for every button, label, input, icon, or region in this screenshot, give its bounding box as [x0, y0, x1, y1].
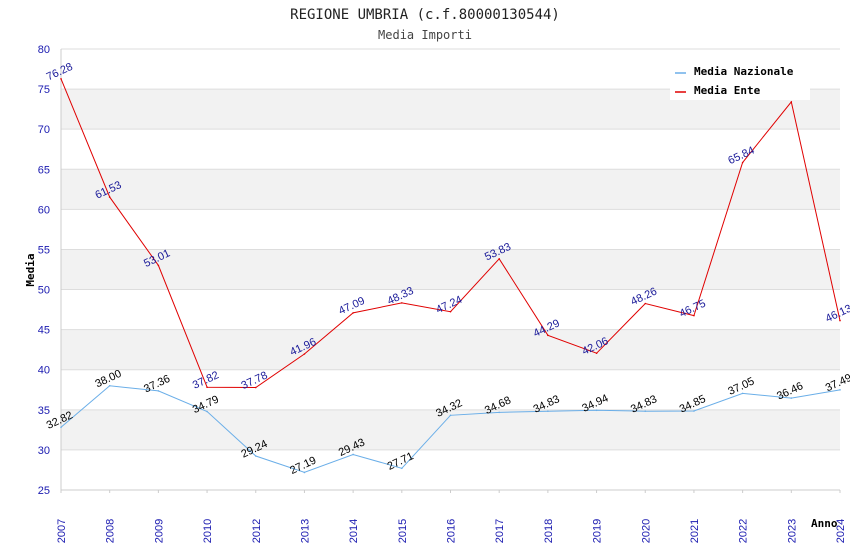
grid-band: [61, 169, 840, 210]
axes: [60, 49, 841, 493]
x-tick-label: 2023: [786, 519, 798, 543]
legend-label-media-ente: Media Ente: [694, 84, 761, 97]
data-point-media-ente: [60, 78, 62, 80]
data-point-media-nazionale: [401, 467, 403, 470]
data-point-media-ente: [254, 386, 257, 389]
data-point-media-ente: [595, 352, 598, 355]
legend: Media Nazionale Media Ente: [670, 60, 810, 100]
x-tick-label: 2024: [835, 519, 847, 543]
data-point-media-ente: [693, 314, 695, 317]
chart-title: REGIONE UMBRIA (c.f.80000130544): [290, 7, 560, 23]
data-point-media-nazionale: [352, 453, 354, 456]
data-point-media-ente: [741, 161, 744, 164]
y-tick-label: 30: [38, 445, 50, 457]
y-tick-label: 70: [38, 124, 50, 136]
data-point-media-ente: [352, 312, 354, 314]
x-tick-label: 2009: [153, 519, 165, 543]
x-tick-label: 2007: [56, 519, 68, 543]
data-point-media-nazionale: [790, 397, 793, 399]
x-tick-label: 2015: [397, 519, 409, 543]
x-tick-label: 2017: [494, 519, 506, 543]
tick-labels: 25 30 35 40 45 50 55 60 65 70 75 80 2007 2008 2009 2010…: [38, 44, 847, 543]
data-point-media-ente: [401, 302, 403, 304]
data-point-media-ente: [644, 302, 647, 305]
data-point-media-nazionale: [547, 410, 549, 412]
data-point-media-ente: [157, 264, 160, 267]
x-tick-label: 2010: [202, 519, 214, 543]
y-tick-label: 60: [38, 204, 50, 216]
data-point-media-nazionale: [60, 426, 62, 429]
y-tick-label: 55: [38, 244, 50, 256]
grid-band: [61, 289, 840, 330]
x-tick-label: 2021: [689, 519, 701, 543]
grid-band: [61, 249, 840, 290]
legend-label-media-nazionale: Media Nazionale: [694, 65, 794, 78]
data-point-media-ente: [547, 334, 549, 337]
series-layer: [60, 78, 841, 474]
grid-band: [61, 209, 840, 250]
x-axis-title: Anno: [811, 517, 838, 530]
data-point-media-ente: [108, 196, 111, 198]
x-tick-label: 2019: [592, 519, 604, 543]
grid-band: [61, 369, 840, 410]
data-point-media-nazionale: [839, 389, 841, 391]
x-tick-label: 2012: [251, 519, 263, 543]
grid-band: [61, 449, 840, 490]
y-tick-label: 25: [38, 485, 50, 497]
y-tick-label: 80: [38, 44, 50, 56]
y-tick-label: 35: [38, 405, 50, 417]
data-point-media-nazionale: [693, 410, 695, 412]
data-point-media-nazionale: [449, 414, 452, 417]
chart-subtitle: Media Importi: [378, 28, 472, 42]
data-point-media-nazionale: [157, 390, 160, 392]
y-axis-title: Media: [24, 253, 37, 286]
x-tick-label: 2008: [105, 519, 117, 543]
data-point-media-nazionale: [498, 411, 500, 414]
grid-band: [61, 409, 840, 450]
data-point-media-nazionale: [206, 410, 208, 413]
data-point-media-ente: [449, 310, 452, 313]
data-point-media-ente: [206, 386, 208, 389]
x-tick-label: 2016: [446, 519, 458, 543]
y-tick-label: 75: [38, 84, 50, 96]
grid-band: [61, 329, 840, 370]
data-point-media-nazionale: [741, 392, 744, 395]
data-point-media-ente: [498, 258, 500, 260]
data-point-media-nazionale: [108, 384, 111, 387]
y-tick-label: 40: [38, 365, 50, 377]
x-tick-label: 2013: [299, 519, 311, 543]
data-point-media-ente: [790, 101, 793, 103]
legend-background: [670, 60, 810, 100]
grid-band: [61, 129, 840, 170]
x-tick-label: 2022: [738, 519, 750, 543]
y-tick-label: 50: [38, 285, 50, 297]
gridlines: [61, 48, 840, 491]
plot-background: [61, 49, 840, 490]
data-point-media-nazionale: [595, 409, 598, 412]
y-tick-label: 45: [38, 325, 50, 337]
data-point-media-nazionale: [303, 471, 306, 474]
y-tick-label: 65: [38, 164, 50, 176]
x-tick-label: 2020: [640, 519, 652, 543]
data-point-media-ente: [303, 353, 306, 355]
x-tick-label: 2018: [543, 519, 555, 543]
data-point-media-nazionale: [254, 455, 257, 457]
data-point-media-nazionale: [644, 410, 647, 412]
data-point-media-ente: [839, 319, 841, 322]
x-tick-label: 2014: [348, 519, 360, 543]
